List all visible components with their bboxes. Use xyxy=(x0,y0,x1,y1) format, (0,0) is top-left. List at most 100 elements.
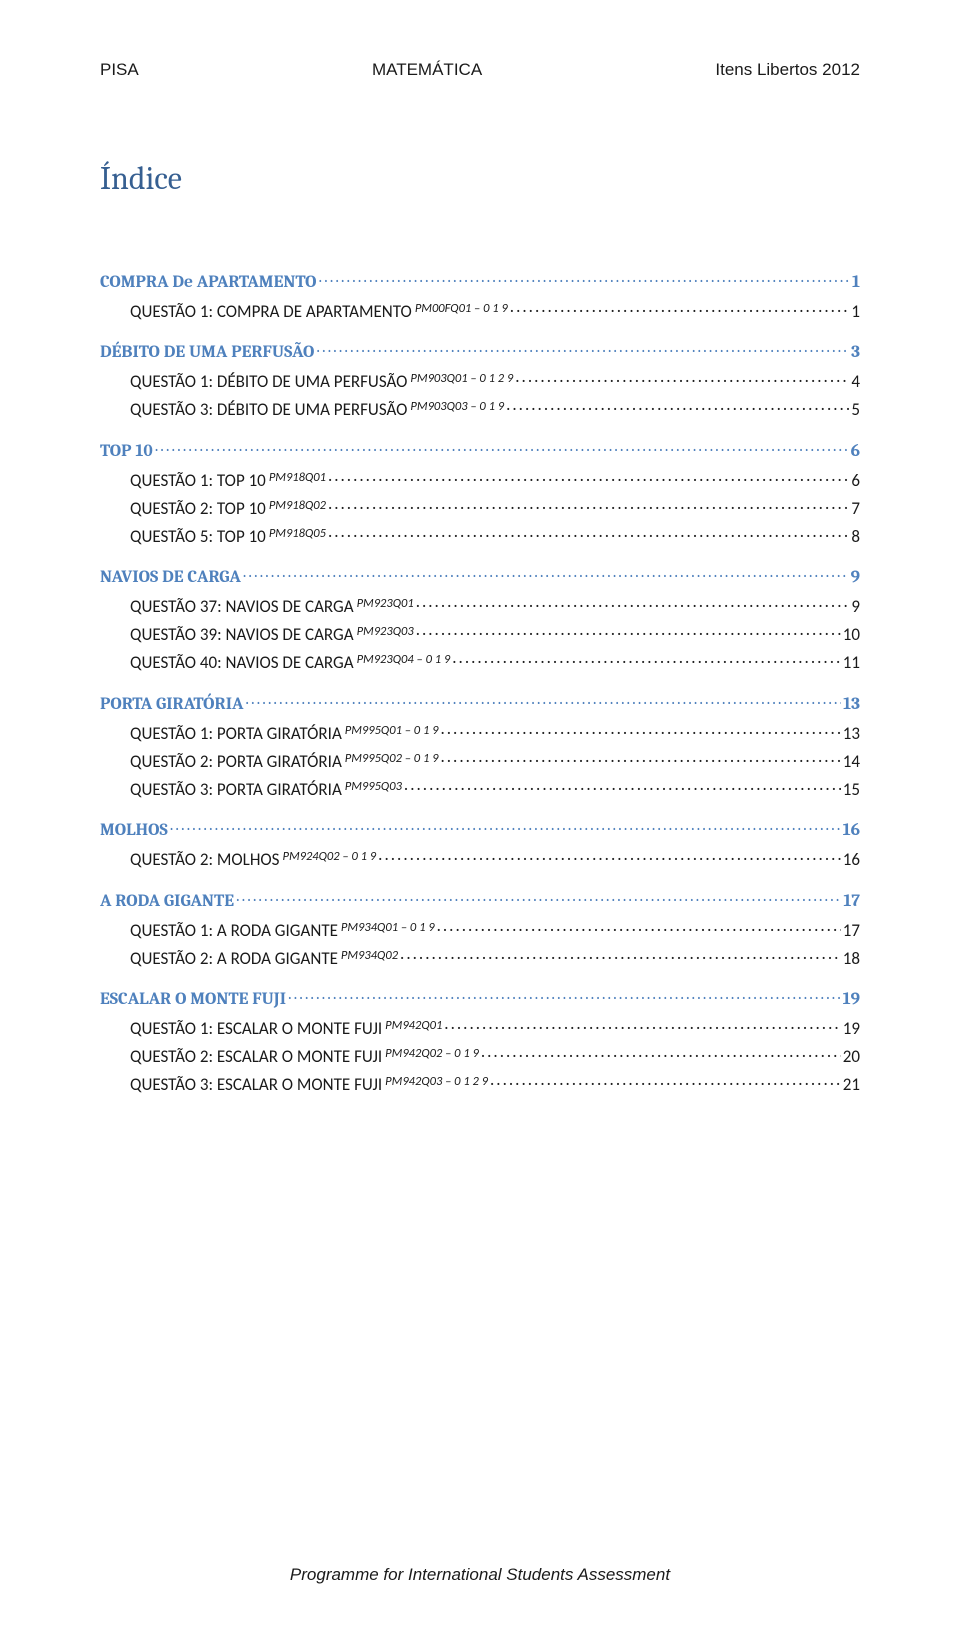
toc-entry-label: QUESTÃO 5: TOP 10 xyxy=(130,526,266,547)
toc-leader-dots xyxy=(170,818,841,836)
toc-section: ESCALAR O MONTE FUJI 19 xyxy=(100,987,860,1010)
toc-section-page: 16 xyxy=(843,820,860,840)
table-of-contents: COMPRA De APARTAMENTO 1 QUESTÃO 1: COMPRA… xyxy=(100,269,860,1095)
toc-entry-code: PM00FQ01 – 0 1 9 xyxy=(415,301,508,316)
toc-section: MOLHOS 16 xyxy=(100,818,860,841)
toc-leader-dots xyxy=(444,1017,840,1034)
toc-leader-dots xyxy=(236,888,841,906)
toc-entry-label: QUESTÃO 39: NAVIOS DE CARGA xyxy=(130,624,354,645)
toc-entry: QUESTÃO 3: ESCALAR O MONTE FUJI PM942Q03… xyxy=(130,1073,860,1095)
toc-entry-label: QUESTÃO 37: NAVIOS DE CARGA xyxy=(130,596,354,617)
toc-section-page: 9 xyxy=(851,567,860,587)
header-center: MATEMÁTICA xyxy=(372,60,482,80)
toc-leader-dots xyxy=(404,778,841,795)
toc-entry-label: QUESTÃO 2: PORTA GIRATÓRIA xyxy=(130,751,342,772)
toc-entry: QUESTÃO 1: A RODA GIGANTE PM934Q01 – 0 1… xyxy=(130,919,860,941)
toc-entry-code: PM923Q01 xyxy=(357,596,414,611)
toc-entry-label: QUESTÃO 2: TOP 10 xyxy=(130,498,266,519)
toc-section-label: NAVIOS DE CARGA xyxy=(100,567,241,587)
toc-leader-dots xyxy=(316,340,849,358)
toc-entry-page: 11 xyxy=(843,652,860,673)
toc-entry-label: QUESTÃO 3: PORTA GIRATÓRIA xyxy=(130,779,342,800)
toc-entry: QUESTÃO 37: NAVIOS DE CARGA PM923Q01 9 xyxy=(130,595,860,617)
toc-entry: QUESTÃO 1: ESCALAR O MONTE FUJI PM942Q01… xyxy=(130,1017,860,1039)
toc-entry-page: 18 xyxy=(843,948,860,969)
toc-leader-dots xyxy=(440,750,840,767)
toc-entry-label: QUESTÃO 2: MOLHOS xyxy=(130,849,279,870)
toc-leader-dots xyxy=(437,919,841,936)
toc-entry-code: PM903Q03 – 0 1 9 xyxy=(410,399,504,414)
toc-entry-code: PM942Q01 xyxy=(385,1018,442,1033)
toc-entry-page: 19 xyxy=(843,1018,860,1039)
toc-leader-dots xyxy=(481,1045,841,1062)
toc-entry-page: 6 xyxy=(851,470,860,491)
toc-section-label: ESCALAR O MONTE FUJI xyxy=(100,989,286,1009)
toc-leader-dots xyxy=(155,438,849,456)
toc-section-label: DÉBITO DE UMA PERFUSÃO xyxy=(100,342,314,362)
toc-entry-page: 21 xyxy=(843,1074,860,1095)
toc-leader-dots xyxy=(490,1073,841,1090)
toc-entry-page: 15 xyxy=(843,779,860,800)
toc-entry-page: 16 xyxy=(843,849,860,870)
toc-section-label: A RODA GIGANTE xyxy=(100,891,234,911)
toc-entry: QUESTÃO 2: A RODA GIGANTE PM934Q02 18 xyxy=(130,947,860,969)
toc-entry-page: 1 xyxy=(851,301,860,322)
toc-entry-code: PM918Q05 xyxy=(269,526,326,541)
toc-entry-page: 14 xyxy=(843,751,860,772)
toc-leader-dots xyxy=(288,987,841,1005)
toc-leader-dots xyxy=(245,691,841,709)
toc-section-label: TOP 10 xyxy=(100,441,153,461)
toc-entry-page: 13 xyxy=(843,723,860,744)
toc-leader-dots xyxy=(506,398,849,415)
toc-entry: QUESTÃO 3: DÉBITO DE UMA PERFUSÃO PM903Q… xyxy=(130,398,860,420)
toc-entry-label: QUESTÃO 1: PORTA GIRATÓRIA xyxy=(130,723,342,744)
toc-section: PORTA GIRATÓRIA 13 xyxy=(100,691,860,714)
toc-leader-dots xyxy=(416,595,850,612)
toc-entry-code: PM942Q03 – 0 1 2 9 xyxy=(385,1074,488,1089)
toc-entry: QUESTÃO 1: TOP 10 PM918Q01 6 xyxy=(130,469,860,491)
toc-leader-dots xyxy=(378,848,841,865)
toc-leader-dots xyxy=(328,525,849,542)
toc-section: COMPRA De APARTAMENTO 1 xyxy=(100,269,860,292)
toc-leader-dots xyxy=(328,497,849,514)
toc-entry-label: QUESTÃO 1: COMPRA DE APARTAMENTO xyxy=(130,301,412,322)
toc-entry: QUESTÃO 39: NAVIOS DE CARGA PM923Q03 10 xyxy=(130,623,860,645)
toc-leader-dots xyxy=(510,300,850,317)
header-right: Itens Libertos 2012 xyxy=(715,60,860,80)
toc-section-label: MOLHOS xyxy=(100,820,168,840)
toc-entry-label: QUESTÃO 2: A RODA GIGANTE xyxy=(130,948,338,969)
toc-entry-page: 8 xyxy=(851,526,860,547)
toc-entry-label: QUESTÃO 1: DÉBITO DE UMA PERFUSÃO xyxy=(130,371,407,392)
toc-entry-label: QUESTÃO 1: TOP 10 xyxy=(130,470,266,491)
toc-section-label: PORTA GIRATÓRIA xyxy=(100,694,243,714)
toc-entry: QUESTÃO 2: TOP 10 PM918Q02 7 xyxy=(130,497,860,519)
toc-entry-page: 9 xyxy=(851,596,860,617)
page-footer: Programme for International Students Ass… xyxy=(0,1565,960,1585)
toc-entry-code: PM934Q01 – 0 1 9 xyxy=(341,920,435,935)
toc-entry-code: PM903Q01 – 0 1 2 9 xyxy=(410,371,513,386)
toc-entry: QUESTÃO 40: NAVIOS DE CARGA PM923Q04 – 0… xyxy=(130,651,860,673)
toc-entry-page: 10 xyxy=(843,624,860,645)
toc-entry: QUESTÃO 1: PORTA GIRATÓRIA PM995Q01 – 0 … xyxy=(130,722,860,744)
toc-entry-label: QUESTÃO 1: A RODA GIGANTE xyxy=(130,920,338,941)
toc-section-page: 6 xyxy=(851,441,860,461)
page-header: PISA MATEMÁTICA Itens Libertos 2012 xyxy=(100,60,860,80)
toc-leader-dots xyxy=(416,623,841,640)
index-title: Índice xyxy=(100,160,860,197)
toc-entry: QUESTÃO 1: COMPRA DE APARTAMENTO PM00FQ0… xyxy=(130,300,860,322)
toc-entry-label: QUESTÃO 1: ESCALAR O MONTE FUJI xyxy=(130,1018,382,1039)
toc-section-page: 13 xyxy=(843,694,860,714)
toc-entry-code: PM995Q03 xyxy=(345,779,402,794)
toc-section: TOP 10 6 xyxy=(100,438,860,461)
toc-entry-code: PM934Q02 xyxy=(341,948,398,963)
toc-entry: QUESTÃO 2: ESCALAR O MONTE FUJI PM942Q02… xyxy=(130,1045,860,1067)
toc-entry-code: PM923Q03 xyxy=(357,624,414,639)
toc-entry-page: 20 xyxy=(843,1046,860,1067)
toc-leader-dots xyxy=(319,269,850,287)
toc-entry-code: PM942Q02 – 0 1 9 xyxy=(385,1046,479,1061)
toc-leader-dots xyxy=(452,651,841,668)
toc-entry-label: QUESTÃO 40: NAVIOS DE CARGA xyxy=(130,652,354,673)
toc-leader-dots xyxy=(243,565,849,583)
toc-entry-label: QUESTÃO 2: ESCALAR O MONTE FUJI xyxy=(130,1046,382,1067)
toc-leader-dots xyxy=(400,947,841,964)
